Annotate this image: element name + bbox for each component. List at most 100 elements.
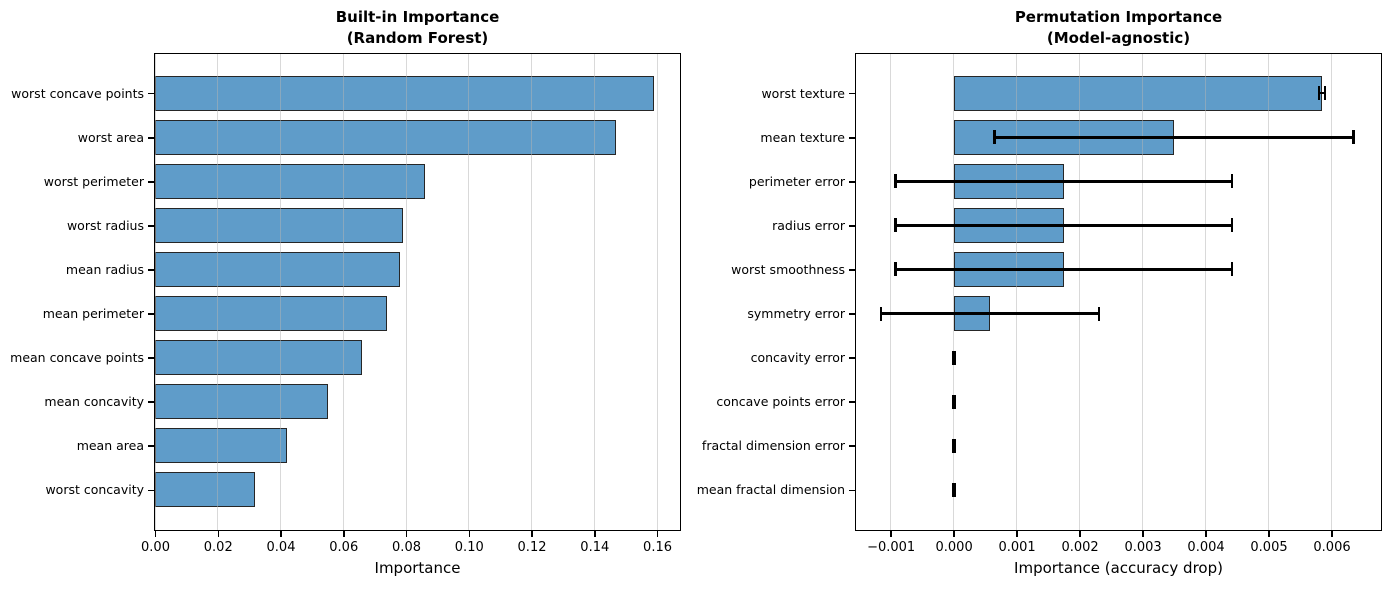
y-tick-mark [849,137,855,139]
x-tick-label: 0.003 [1124,540,1162,555]
y-tick-label: worst area [77,129,144,145]
gridline [1016,54,1018,530]
x-tick-label: 0.06 [329,540,359,555]
x-tick-label: 0.02 [203,540,233,555]
error-bar-line [994,136,1354,139]
x-tick-mark [531,531,533,537]
y-tick-mark [148,92,154,95]
error-bar-cap [894,218,897,233]
gridline [280,54,281,530]
x-tick-mark [1142,531,1144,537]
y-tick-label: mean perimeter [42,306,144,322]
y-tick-mark [849,401,855,403]
bar [953,75,1323,111]
y-tick-mark [849,181,855,183]
x-tick-label: 0.001 [998,540,1036,555]
y-tick-label: mean fractal dimension [696,482,845,498]
plot-area-permutation [855,53,1382,531]
bar [155,251,400,288]
y-tick-label: symmetry error [747,306,845,322]
bar [155,428,287,464]
x-tick-label: −0.001 [867,540,916,555]
plot-area-builtin [154,53,681,531]
y-tick-mark [148,357,154,359]
y-tick-mark [148,225,154,227]
x-tick-mark [953,531,955,537]
x-tick-label: 0.10 [454,540,484,555]
y-tick-label: mean concave points [10,350,144,366]
x-tick-mark [154,531,157,537]
gridline [1079,54,1081,530]
chart-title-builtin: Built-in Importance (Random Forest) [335,8,500,47]
error-bar-cap [951,394,955,409]
x-tick-label: 0.12 [517,540,547,555]
y-tick-mark [148,269,154,271]
x-tick-label: 0.08 [392,540,421,555]
y-tick-mark [148,489,154,492]
x-tick-mark [405,531,408,537]
gridline [155,54,156,530]
error-bar-cap [1352,130,1355,145]
y-tick-label: concavity error [750,350,845,366]
chart-title-permutation: Permutation Importance (Model-agnostic) [1014,8,1223,47]
error-bar-cap [951,350,955,365]
x-tick-mark [1268,531,1270,537]
error-bar-cap [953,394,956,409]
gridline [953,54,955,530]
error-bar-cap [1230,218,1234,233]
gridline [342,54,344,530]
x-tick-mark [343,531,345,537]
error-bar-line [1318,91,1326,95]
y-tick-label: mean concavity [44,394,144,410]
bar [155,119,617,155]
x-tick-mark [656,531,659,537]
x-tick-mark [1205,531,1207,537]
bar [155,75,654,111]
x-tick-label: 0.002 [1061,540,1099,555]
error-bar-cap [879,306,883,321]
error-bar-cap [894,174,897,189]
error-bar-cap [1097,306,1101,321]
error-bar-cap [951,438,955,453]
x-tick-mark [1331,531,1333,537]
y-tick-label: worst smoothness [731,261,845,277]
error-bar-cap [951,482,955,497]
y-tick-label: radius error [772,217,845,233]
x-tick-mark [594,531,596,537]
y-tick-mark [148,181,154,183]
y-tick-mark [849,445,855,447]
y-tick-label: worst texture [761,85,845,101]
error-bar-cap [953,482,956,497]
x-tick-label: 0.04 [266,540,296,555]
gridline [656,54,658,530]
x-tick-label: 0.005 [1250,540,1288,555]
x-tick-mark [890,531,892,537]
y-tick-mark [849,313,855,315]
y-tick-mark [148,313,154,315]
error-bar-cap [1323,86,1327,101]
x-tick-mark [1016,531,1018,537]
x-tick-label: 0.004 [1187,540,1225,555]
y-tick-label: mean texture [760,129,845,145]
y-tick-label: mean radius [65,261,144,277]
y-tick-label: concave points error [716,394,845,410]
y-tick-label: worst radius [66,217,144,233]
error-bar-cap [1230,174,1234,189]
y-tick-mark [148,137,154,139]
error-bar-cap [953,350,956,365]
gridline [1331,54,1332,530]
figure-permutation-importance: Permutation Importance (Model-agnostic) … [694,0,1389,590]
y-tick-label: worst concavity [45,482,144,498]
x-tick-label: 0.006 [1313,540,1351,555]
gridline [1205,54,1207,530]
gridline [1268,54,1270,530]
error-bar-line [895,268,1232,271]
y-tick-label: worst concave points [11,85,144,101]
x-tick-mark [280,531,282,537]
error-bar-cap [953,438,956,453]
x-tick-mark [217,531,219,537]
error-bar-line [895,180,1232,183]
bar [155,163,425,199]
y-tick-label: mean area [76,438,144,454]
gridline [890,54,892,530]
